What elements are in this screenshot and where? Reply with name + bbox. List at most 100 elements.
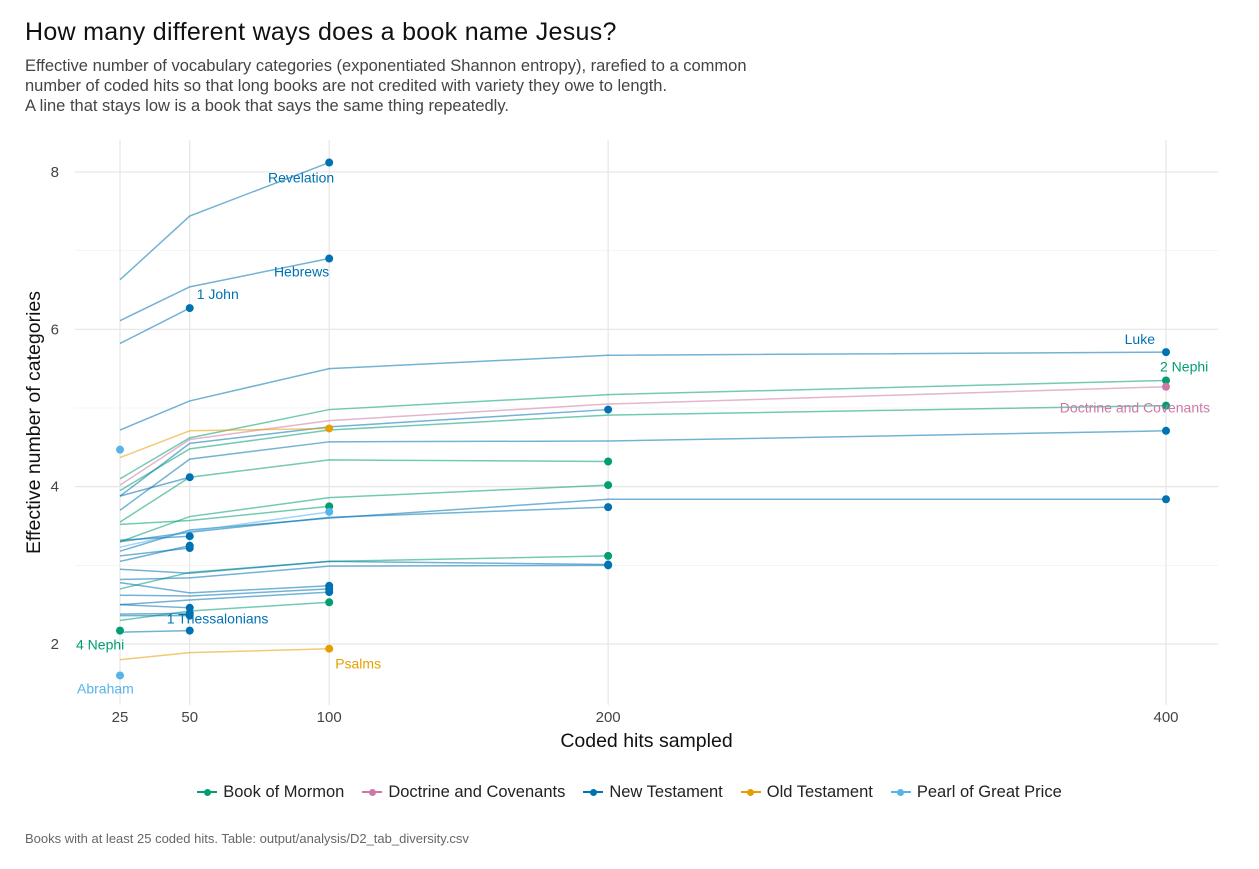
data-point-20 bbox=[185, 541, 194, 550]
series-line-15 bbox=[119, 505, 330, 526]
data-point-revelation bbox=[325, 158, 334, 167]
data-point-16 bbox=[604, 503, 613, 512]
data-point-10 bbox=[1162, 426, 1170, 435]
data-point-23 bbox=[604, 561, 613, 570]
chart-caption: Books with at least 25 coded hits. Table… bbox=[25, 831, 469, 846]
y-tick-label-8: 8 bbox=[51, 164, 59, 181]
series-line-1-john bbox=[119, 307, 191, 345]
series-line-12 bbox=[119, 476, 190, 497]
series-label-4-nephi: 4 Nephi bbox=[76, 637, 124, 653]
data-point-15 bbox=[325, 502, 334, 511]
data-point-abraham bbox=[116, 671, 124, 680]
series-label-2-nephi: 2 Nephi bbox=[1160, 358, 1208, 374]
data-point-6 bbox=[1162, 401, 1170, 410]
data-point-18 bbox=[185, 532, 194, 541]
chart-legend: Book of Mormon Doctrine and Covenants Ne… bbox=[0, 782, 1259, 802]
y-axis-label: Effective number of categories bbox=[23, 291, 45, 554]
y-tick-label-2: 2 bbox=[51, 636, 59, 653]
data-point-21 bbox=[604, 551, 613, 560]
series-line-26 bbox=[119, 591, 330, 606]
x-axis-label: Coded hits sampled bbox=[560, 730, 732, 752]
series-line-20 bbox=[119, 544, 190, 563]
y-tick-label-4: 4 bbox=[51, 479, 59, 496]
series-endpoints bbox=[116, 158, 1170, 680]
legend-key-doctrine-and-covenants bbox=[362, 782, 383, 802]
series-label-abraham: Abraham bbox=[77, 680, 134, 696]
data-point-13 bbox=[604, 481, 613, 490]
data-point-1-john bbox=[185, 304, 194, 313]
legend-key-pearl-of-great-price bbox=[890, 782, 911, 802]
series-line-8 bbox=[119, 427, 330, 459]
data-point-9 bbox=[116, 445, 124, 454]
series-label-hebrews: Hebrews bbox=[274, 264, 329, 280]
legend-label-book-of-mormon: Book of Mormon bbox=[223, 782, 345, 801]
series-line-11 bbox=[119, 459, 609, 523]
x-tick-label-200: 200 bbox=[596, 709, 621, 726]
legend-item-doctrine-and-covenants: Doctrine and Covenants bbox=[362, 782, 565, 802]
series-lines bbox=[119, 161, 1167, 661]
data-point-2-nephi bbox=[1162, 376, 1170, 385]
series-line-18 bbox=[119, 535, 190, 541]
series-label-luke: Luke bbox=[1125, 331, 1156, 347]
data-point-4-nephi bbox=[116, 626, 124, 635]
line-chart: 2 4 6 8 25 50 100 200 400 Coded hits sampled Effec… bbox=[23, 140, 1218, 752]
data-point-17 bbox=[325, 507, 334, 516]
y-tick-label-6: 6 bbox=[51, 321, 59, 338]
series-line-psalms bbox=[119, 647, 330, 661]
series-line-hebrews bbox=[119, 257, 330, 322]
series-label-psalms: Psalms bbox=[335, 656, 381, 672]
series-line-25 bbox=[119, 588, 330, 597]
legend-key-old-testament bbox=[740, 782, 761, 802]
grid-lines bbox=[75, 140, 1218, 705]
chart-title: How many different ways does a book name… bbox=[25, 18, 617, 46]
data-point-14 bbox=[1162, 495, 1170, 504]
data-point-psalms bbox=[325, 644, 334, 653]
x-tick-label-50: 50 bbox=[181, 709, 198, 726]
series-line-doctrine-and-covenants bbox=[119, 385, 1167, 486]
data-point-hebrews bbox=[325, 254, 334, 263]
subtitle-line-3: A line that stays low is a book that say… bbox=[25, 97, 509, 115]
legend-item-old-testament: Old Testament bbox=[740, 782, 873, 802]
legend-key-new-testament bbox=[583, 782, 604, 802]
data-point-11 bbox=[604, 457, 613, 466]
series-line-23 bbox=[119, 564, 609, 581]
series-line-14 bbox=[119, 498, 1166, 552]
data-point-26 bbox=[325, 588, 334, 597]
series-line-19 bbox=[119, 547, 190, 557]
legend-label-pearl-of-great-price: Pearl of Great Price bbox=[916, 782, 1062, 801]
legend-label-old-testament: Old Testament bbox=[766, 782, 873, 801]
series-line-24 bbox=[119, 581, 330, 594]
legend-item-new-testament: New Testament bbox=[583, 782, 723, 802]
x-tick-label-100: 100 bbox=[317, 709, 342, 726]
data-point-31 bbox=[185, 626, 194, 635]
series-line-luke bbox=[119, 351, 1167, 431]
data-point-7 bbox=[604, 405, 613, 414]
series-label-revelation: Revelation bbox=[268, 170, 334, 186]
legend-key-book-of-mormon bbox=[197, 782, 218, 802]
series-line-28 bbox=[119, 603, 190, 609]
legend-item-book-of-mormon: Book of Mormon bbox=[197, 782, 344, 802]
legend-item-pearl-of-great-price: Pearl of Great Price bbox=[890, 782, 1062, 802]
data-point-8 bbox=[325, 424, 334, 433]
series-label-1-thessalonians: 1 Thessalonians bbox=[167, 610, 269, 626]
series-line-22 bbox=[119, 560, 609, 574]
series-label-1-john: 1 John bbox=[197, 286, 239, 302]
series-line-10 bbox=[119, 430, 1167, 511]
subtitle-line-1: Effective number of vocabulary categorie… bbox=[25, 57, 747, 75]
series-label-doctrine-and-covenants: Doctrine and Covenants bbox=[1060, 400, 1210, 416]
data-point-27 bbox=[325, 598, 334, 607]
legend-label-new-testament: New Testament bbox=[609, 782, 723, 801]
data-point-28 bbox=[185, 603, 194, 612]
data-point-doctrine-and-covenants bbox=[1162, 382, 1170, 391]
series-line-revelation bbox=[119, 161, 330, 281]
series-line-16 bbox=[119, 506, 609, 543]
data-point-12 bbox=[185, 473, 194, 482]
x-tick-label-400: 400 bbox=[1153, 709, 1178, 726]
series-line-31 bbox=[119, 629, 190, 633]
data-point-luke bbox=[1162, 348, 1170, 357]
chart-subtitle: Effective number of vocabulary categorie… bbox=[25, 56, 747, 116]
series-line-13 bbox=[119, 484, 609, 543]
series-line-7 bbox=[119, 408, 609, 497]
